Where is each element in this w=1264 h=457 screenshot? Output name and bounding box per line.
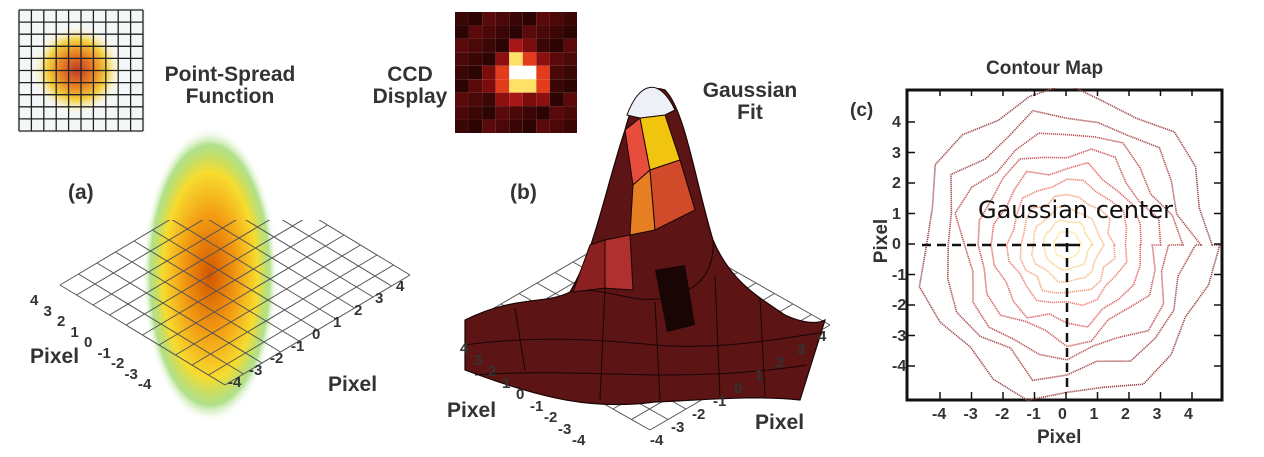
axis-tick-label: -2 [544,409,558,426]
contour-ylabel: Pixel [871,218,893,264]
ccd-display-image [455,12,577,133]
axis-tick-label: -3 [249,362,263,379]
gaussian-axis-right-label: Pixel [755,411,805,434]
psf-grid-thumbnail [17,8,145,133]
gaussian-fit-line2: Fit [737,101,763,124]
axis-tick-label: 0 [1058,406,1067,423]
axis-tick-label: 3 [797,341,806,358]
axis-tick-label: 3 [375,290,384,307]
axis-tick-label: 2 [354,302,363,319]
axis-tick-label: 3 [474,351,483,369]
axis-tick-label: -1 [97,344,111,362]
axis-tick-label: 0 [734,380,743,397]
psf-plane-grid [59,220,411,386]
axis-tick-label: -3 [963,406,978,423]
ccd-title-line1: CCD [387,63,433,86]
axis-tick-label: 3 [892,144,901,162]
axis-tick-label: 1 [755,367,764,384]
contour-line [918,88,1221,402]
axis-tick-label: -4 [650,432,664,449]
axis-tick-label: -2 [111,355,125,372]
axis-tick-label: 1 [333,314,342,331]
axis-tick-label: -3 [671,419,685,436]
contour-line [946,109,1203,382]
gaussian-fit-line1: Gaussian [702,79,798,102]
axis-tick-label: 2 [776,354,785,371]
axis-tick-label: -4 [932,406,947,423]
axis-tick-label: 0 [516,386,525,403]
axis-tick-label: 1 [892,205,901,223]
axis-tick-label: 2 [488,363,497,380]
axis-tick-label: 0 [84,334,93,351]
axis-tick-label: 1 [1089,406,1099,423]
ccd-title-line2: Display [372,85,448,108]
axis-tick-label: 4 [892,114,901,131]
axis-tick-label: -2 [892,297,907,314]
psf-axis-left-label: Pixel [30,345,80,368]
axis-tick-label: 2 [1121,406,1130,423]
contour-line [1019,193,1116,294]
axis-tick-label: -4 [892,358,907,375]
axis-tick-label: 4 [396,278,405,295]
axis-tick-label: -1 [713,393,727,410]
psf-title-line2: Function [185,85,275,108]
contour-line [1052,230,1082,261]
axis-tick-label: -1 [892,266,907,284]
contour-title: Contour Map [986,58,1104,79]
axis-tick-label: -2 [995,406,1010,423]
panel-c-label: (c) [850,100,874,121]
gaussian-axis-left-label: Pixel [447,399,497,422]
panel-a-label: (a) [68,181,94,204]
panel-b-label: (b) [510,181,537,204]
axis-tick-label: -4 [228,374,242,391]
axis-tick-label: 4 [1184,406,1193,423]
axis-tick-label: 2 [57,313,66,330]
axis-tick-label: -3 [892,327,907,345]
axis-tick-label: -3 [558,420,572,438]
contour-line [990,161,1142,328]
gaussian-center-annotation: Gaussian center [978,196,1173,224]
axis-tick-label: 0 [892,236,901,253]
contour-line [1030,205,1106,284]
axis-tick-label: -1 [530,397,544,415]
psf-title-line1: Point-Spread [164,63,296,86]
axis-tick-label: -4 [138,376,152,393]
axis-tick-label: 0 [312,326,321,343]
axis-tick-label: -3 [124,365,138,383]
contour-line [1005,178,1128,307]
axis-tick-label: -2 [270,350,284,367]
contour-xlabel: Pixel [1037,427,1082,448]
axis-tick-label: -2 [692,406,706,423]
axis-tick-label: 4 [30,292,39,309]
axis-tick-label: 3 [43,302,52,320]
axis-tick-label: 4 [818,328,827,345]
psf-axis-right-label: Pixel [328,373,378,396]
contour-line [977,148,1162,348]
contour-line [1042,219,1094,271]
axis-tick-label: -1 [291,338,305,355]
contour-line [954,132,1185,361]
gaussian-surface [464,86,831,431]
axis-tick-label: 3 [1152,406,1162,423]
axis-tick-label: 1 [502,374,511,392]
axis-tick-label: -4 [572,432,586,449]
axis-tick-label: 4 [460,340,469,357]
axis-tick-label: 2 [892,175,901,192]
axis-tick-label: -1 [1026,406,1041,423]
axis-tick-label: 1 [70,323,79,341]
contour-plot [905,88,1224,402]
